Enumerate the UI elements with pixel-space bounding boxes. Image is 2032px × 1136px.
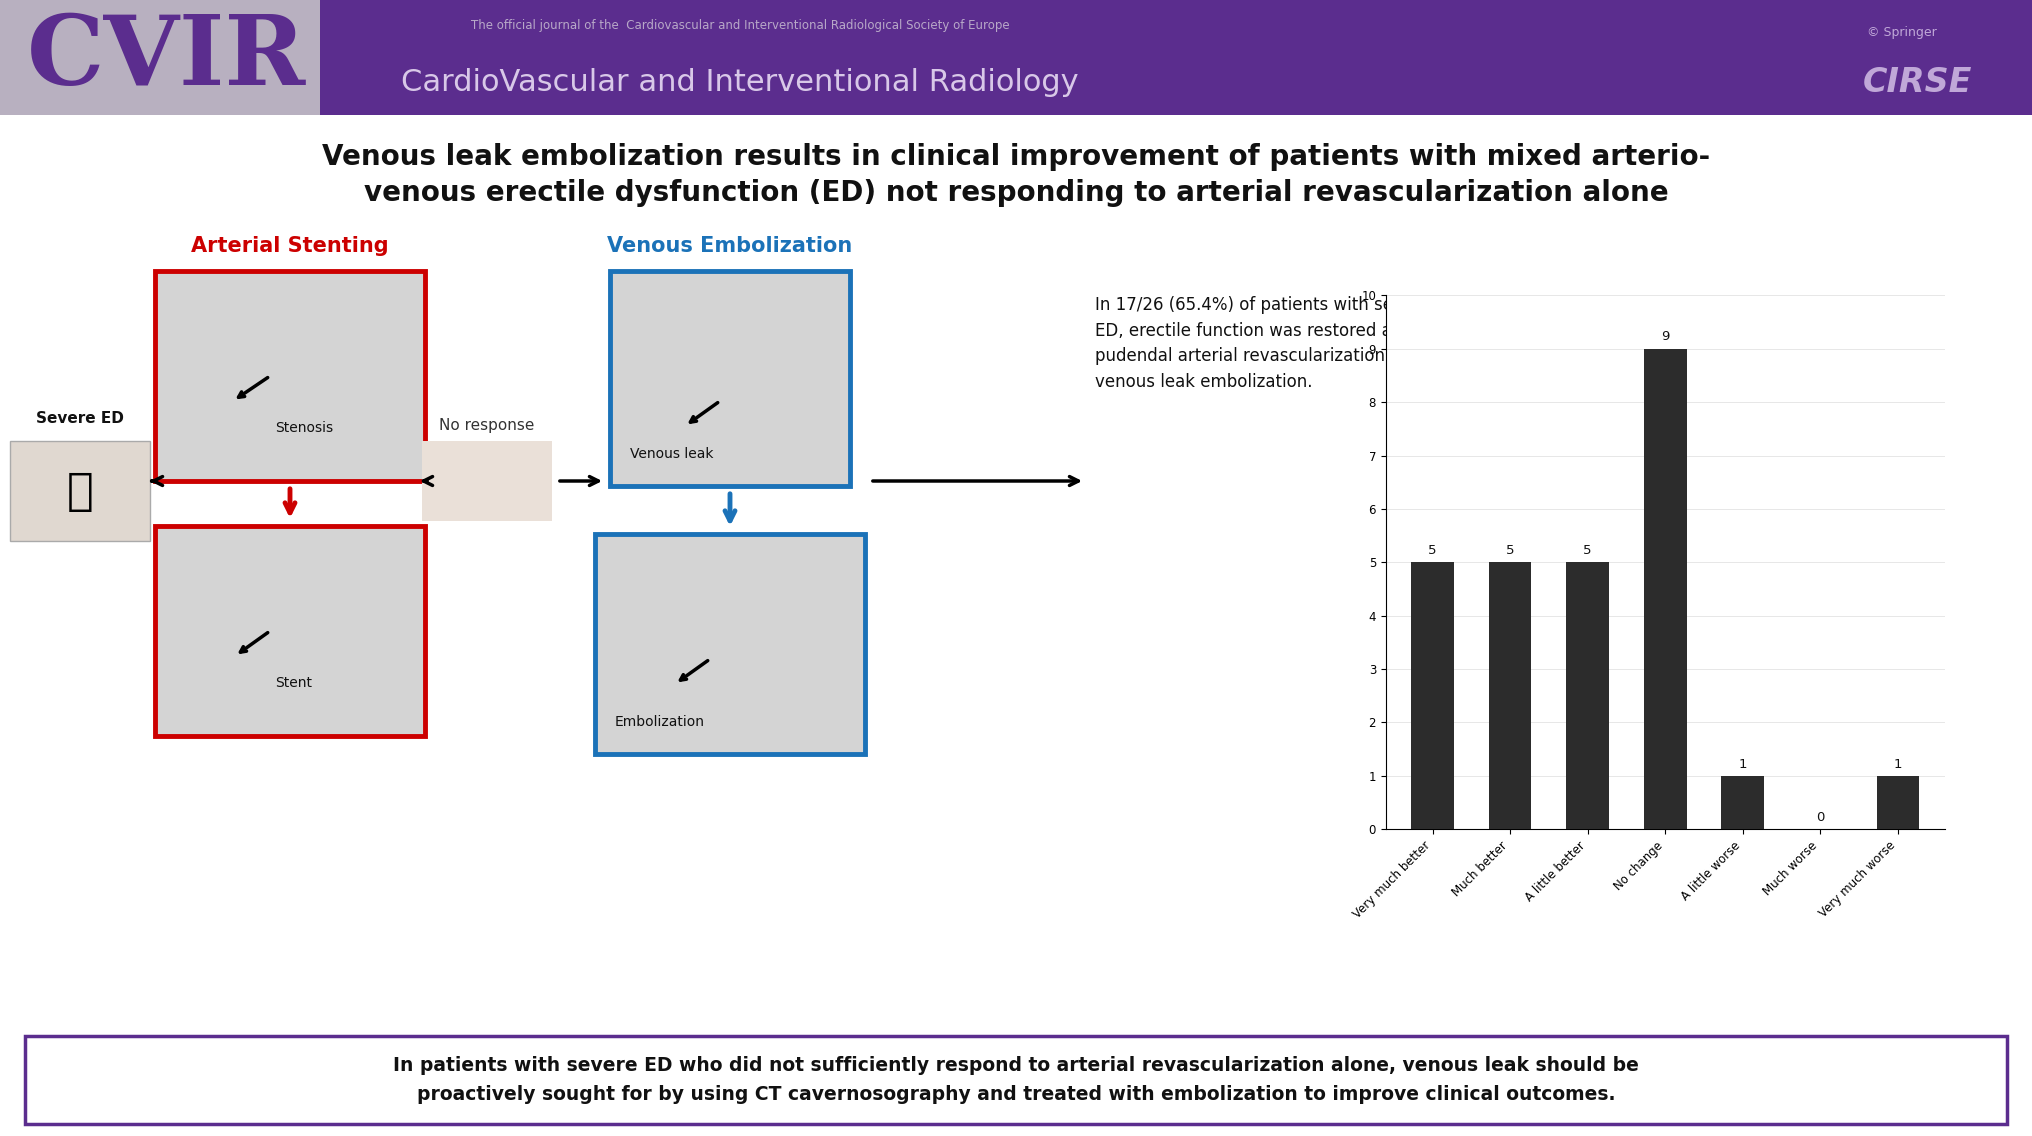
Text: The official journal of the  Cardiovascular and Interventional Radiological Soci: The official journal of the Cardiovascul… (471, 19, 1010, 32)
Text: 5: 5 (1428, 544, 1437, 557)
Bar (154, 526, 425, 736)
Bar (1489, 562, 1532, 829)
Text: Stenosis: Stenosis (274, 421, 333, 435)
Text: Embolization: Embolization (616, 715, 705, 729)
Text: Arterial Stenting: Arterial Stenting (191, 236, 388, 256)
Bar (0, 0, 2032, 115)
Bar (1412, 562, 1453, 829)
Text: © Springer: © Springer (1867, 26, 1936, 39)
Text: No response: No response (439, 418, 534, 433)
Text: In patients with severe ED who did not sufficiently respond to arterial revascul: In patients with severe ED who did not s… (392, 1056, 1640, 1104)
Bar (595, 534, 866, 754)
Text: 1: 1 (1739, 758, 1748, 770)
Text: Venous leak embolization results in clinical improvement of patients with mixed : Venous leak embolization results in clin… (321, 143, 1711, 172)
Bar (24, 1036, 2008, 1124)
Text: Severe ED: Severe ED (37, 411, 124, 426)
Text: 🧍: 🧍 (67, 469, 93, 512)
Text: 9: 9 (1660, 331, 1670, 343)
Text: 0: 0 (1817, 811, 1825, 824)
Bar (1644, 349, 1687, 829)
Text: CIRSE: CIRSE (1861, 66, 1971, 99)
Text: In 17/26 (65.4%) of patients with severe
ED, erectile function was restored afte: In 17/26 (65.4%) of patients with severe… (1095, 296, 1431, 391)
Bar (423, 441, 553, 521)
Text: 5: 5 (1583, 544, 1591, 557)
Bar (1721, 776, 1764, 829)
Text: Stent: Stent (274, 676, 313, 690)
Bar (1878, 776, 1920, 829)
Text: CardioVascular and Interventional Radiology: CardioVascular and Interventional Radiol… (400, 68, 1079, 98)
Text: CVIR: CVIR (26, 10, 307, 105)
Text: venous erectile dysfunction (ED) not responding to arterial revascularization al: venous erectile dysfunction (ED) not res… (364, 179, 1668, 207)
Bar (0, 0, 319, 115)
Bar (1567, 562, 1609, 829)
Text: Venous leak: Venous leak (630, 446, 713, 461)
Text: 5: 5 (1506, 544, 1514, 557)
Bar (10, 441, 150, 541)
Bar (610, 272, 849, 486)
Text: 1: 1 (1894, 758, 1902, 770)
Text: Venous Embolization: Venous Embolization (608, 236, 853, 256)
Bar (154, 272, 425, 481)
